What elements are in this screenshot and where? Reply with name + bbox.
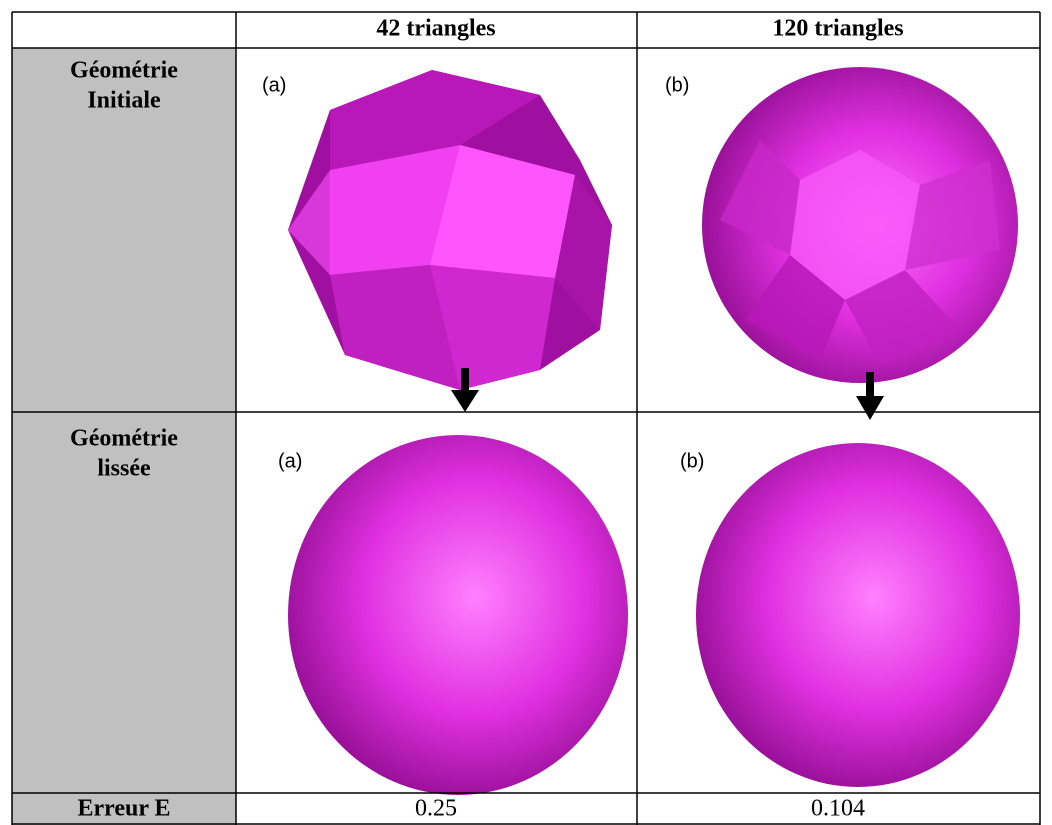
mesh-smooth-a <box>288 435 628 795</box>
row-label: Géométrie <box>70 58 178 84</box>
label-column <box>12 48 236 825</box>
image-tag: (b) <box>680 450 704 472</box>
table-grid <box>11 11 1041 825</box>
row-label: Géométrie <box>70 426 178 452</box>
row-label: Initiale <box>87 88 161 114</box>
image-tag: (b) <box>665 74 689 96</box>
column-header: 120 triangles <box>772 16 903 42</box>
image-tag: (a) <box>278 450 302 472</box>
column-header: 42 triangles <box>376 16 495 42</box>
error-value: 0.104 <box>811 796 865 822</box>
mesh-smooth-b <box>696 443 1020 787</box>
row-label: Erreur E <box>77 796 170 822</box>
row-label: lissée <box>97 456 151 482</box>
error-value: 0.25 <box>415 796 457 822</box>
image-tag: (a) <box>262 74 286 96</box>
arrow <box>451 368 479 412</box>
mesh-initial-b <box>702 67 1018 383</box>
arrow <box>856 372 884 420</box>
mesh-initial-a <box>288 70 612 390</box>
